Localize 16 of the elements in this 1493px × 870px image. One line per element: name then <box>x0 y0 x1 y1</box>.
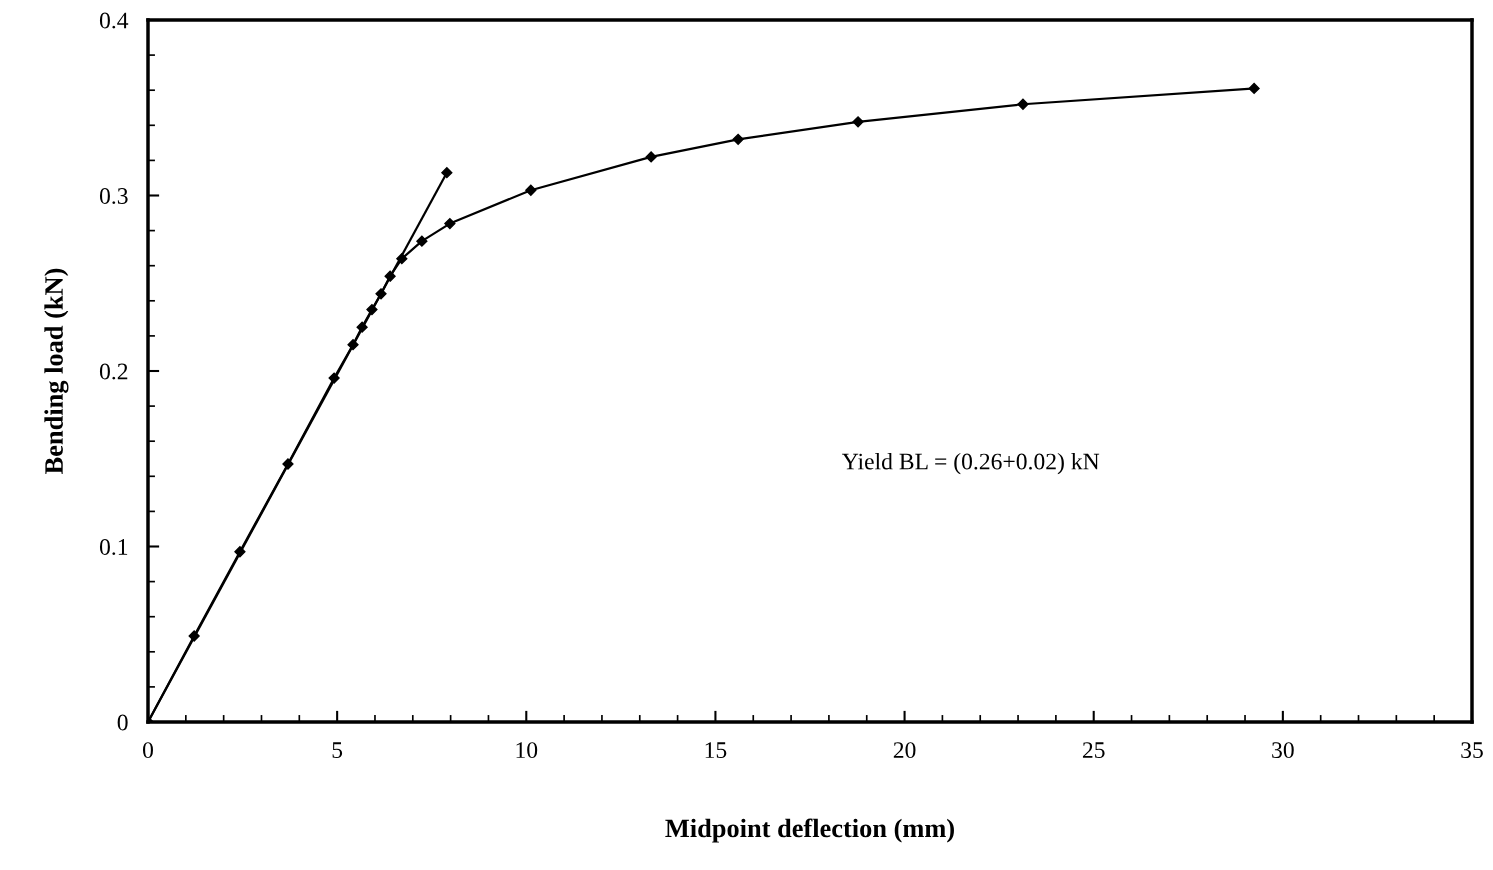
x-tick-label: 15 <box>705 742 727 759</box>
annotation: Yield BL = (0.26+0.02) kN <box>842 452 1100 475</box>
y-tick-label: 0 <box>117 714 128 731</box>
x-tick-label: 10 <box>516 742 538 759</box>
x-tick-label: 0 <box>143 742 153 759</box>
x-tick-label: 25 <box>1082 742 1105 759</box>
y-tick-label: 0.2 <box>99 363 128 380</box>
x-tick-label: 20 <box>893 742 916 759</box>
y-tick-label: 0.4 <box>99 12 129 29</box>
y-axis-title: Bending load (kN) <box>44 268 69 474</box>
x-tick-label: 35 <box>1461 742 1483 759</box>
y-tick-label: 0.3 <box>99 187 128 205</box>
x-axis-title: Midpoint deflection (mm) <box>665 818 954 843</box>
x-tick-label: 5 <box>332 742 343 759</box>
x-tick-label: 30 <box>1272 742 1294 759</box>
y-tick-label: 0.1 <box>99 538 128 556</box>
